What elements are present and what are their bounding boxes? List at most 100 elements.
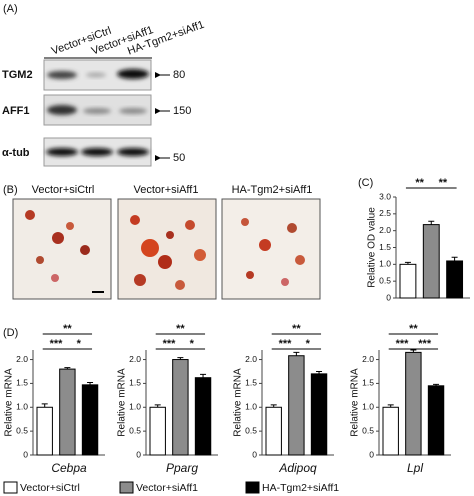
y-tick-label: 1.5 <box>362 378 374 388</box>
significance-label: ** <box>439 177 448 189</box>
significance-label: *** <box>279 338 293 350</box>
y-tick-label: 3.0 <box>379 191 391 201</box>
bar <box>81 384 99 456</box>
bar <box>422 224 440 299</box>
y-tick-label: 2.0 <box>362 354 374 364</box>
bar <box>194 377 212 456</box>
bar <box>288 355 305 456</box>
y-tick-label: 2.0 <box>129 354 141 364</box>
error-bar <box>433 383 440 386</box>
error-bar <box>64 367 71 370</box>
image-title: Vector+siCtrl <box>32 184 95 196</box>
blot-name: α-tub <box>2 147 30 159</box>
legend-label: Vector+siCtrl <box>20 482 80 494</box>
y-axis-label: Relative mRNA <box>4 368 15 437</box>
blot-tub <box>43 137 152 167</box>
panel-label: (A) <box>3 3 18 15</box>
error-bar <box>154 404 161 408</box>
y-tick-label: 0.5 <box>245 425 257 435</box>
error-bar <box>270 404 277 408</box>
bar <box>36 406 53 456</box>
blot-aff1 <box>43 94 152 126</box>
bar <box>59 368 76 456</box>
y-axis-label: Relative mRNA <box>117 368 128 437</box>
bar <box>172 359 189 456</box>
y-tick-label: 0 <box>136 449 141 459</box>
y-tick-label: 0 <box>369 449 374 459</box>
micrograph <box>12 198 112 300</box>
bar <box>405 351 422 456</box>
y-tick-label: 1.0 <box>379 259 391 269</box>
bar <box>427 385 445 456</box>
error-bar <box>316 370 323 374</box>
y-tick-label: 2.0 <box>245 354 257 364</box>
y-tick-label: 0 <box>23 449 28 459</box>
gene-label: Cebpa <box>51 461 87 475</box>
legend-swatch <box>119 481 134 494</box>
gene-label: Lpl <box>407 461 423 475</box>
legend-swatch <box>3 481 18 494</box>
y-tick-label: 1.5 <box>379 242 391 252</box>
panel-label: (C) <box>358 177 373 189</box>
bar <box>399 263 417 299</box>
panel-label: (D) <box>3 327 18 339</box>
kda-marker: 150 <box>173 105 191 117</box>
kda-marker: 80 <box>173 69 185 81</box>
y-tick-label: 1.0 <box>245 402 257 412</box>
error-bar <box>410 349 417 353</box>
y-tick-label: 1.0 <box>129 402 141 412</box>
blot-name: AFF1 <box>2 105 30 117</box>
legend-label: Vector+siAff1 <box>136 482 198 494</box>
image-title: Vector+siAff1 <box>134 184 199 196</box>
blot-name: TGM2 <box>2 69 33 81</box>
error-bar <box>428 220 435 225</box>
significance-label: ** <box>63 323 72 335</box>
y-tick-label: 1.5 <box>16 378 28 388</box>
significance-label: * <box>77 338 82 350</box>
y-tick-label: 1.5 <box>129 378 141 388</box>
error-bar <box>200 373 207 378</box>
gene-label: Adipoq <box>278 461 317 475</box>
error-bar <box>387 404 394 408</box>
significance-label: * <box>306 338 311 350</box>
y-tick-label: 0 <box>252 449 257 459</box>
bar <box>382 406 399 456</box>
significance-label: ** <box>409 323 418 335</box>
bar <box>310 373 328 456</box>
legend-swatch <box>245 481 260 494</box>
y-tick-label: 0.5 <box>362 425 374 435</box>
y-axis-label: Relative mRNA <box>233 368 244 437</box>
y-tick-label: 2.0 <box>16 354 28 364</box>
y-tick-label: 2.0 <box>379 225 391 235</box>
micrograph <box>117 198 217 300</box>
image-title: HA-Tgm2+siAff1 <box>232 184 313 196</box>
error-bar <box>87 381 94 385</box>
significance-label: ** <box>176 323 185 335</box>
significance-label: *** <box>50 338 64 350</box>
significance-label: *** <box>396 338 410 350</box>
error-bar <box>177 357 184 360</box>
y-tick-label: 2.5 <box>379 208 391 218</box>
error-bar <box>404 261 411 265</box>
legend: Vector+siCtrl Vector+siAff1 HA-Tgm2+siAff1 <box>3 481 339 494</box>
kda-marker: 50 <box>173 152 185 164</box>
bar <box>149 406 166 456</box>
error-bar <box>293 351 300 356</box>
y-tick-label: 0.5 <box>379 275 391 285</box>
y-tick-label: 0.5 <box>129 425 141 435</box>
y-tick-label: 0 <box>386 292 391 302</box>
gene-label: Pparg <box>166 461 198 475</box>
y-axis-label: Relative mRNA <box>350 368 361 437</box>
micrograph <box>221 198 321 300</box>
bar <box>446 260 464 299</box>
legend-label: HA-Tgm2+siAff1 <box>262 482 339 494</box>
blot-tgm2 <box>43 59 152 91</box>
panel-label: (B) <box>3 184 18 196</box>
significance-label: * <box>190 338 195 350</box>
error-bar <box>451 256 458 261</box>
significance-label: *** <box>163 338 177 350</box>
bar <box>265 406 282 456</box>
